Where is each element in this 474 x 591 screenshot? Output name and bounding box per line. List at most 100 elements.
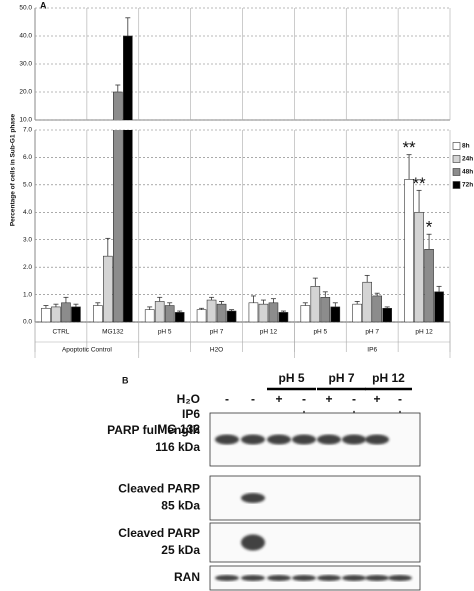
plot-lower [41,130,444,322]
bar [404,179,414,322]
bar [206,299,217,322]
bar [103,255,113,322]
bar [362,281,372,322]
y-tick-label: 50.0 [19,5,32,12]
bar [424,249,434,322]
y-tick-label: 4.0 [23,209,32,216]
x-tick-label: MG132 [102,329,124,336]
band-label: RAN [174,570,200,584]
bar [41,147,50,148]
lane-sign: - [352,392,356,406]
band [241,434,265,445]
bar [414,211,424,322]
legend-swatch [452,142,461,150]
band [342,575,366,581]
y-tick-label: 6.0 [23,154,32,161]
bar [51,306,61,322]
y-tick-label: 7.0 [23,127,32,134]
bar [373,145,382,148]
bar [301,146,310,148]
band-label: PARP full length [107,423,200,437]
band [365,575,389,581]
row-label: H₂O [177,392,200,406]
group-label: H2O [210,347,223,354]
bar [352,303,362,322]
lane-sign: - [398,392,402,406]
bar [330,306,341,322]
bar [144,309,155,322]
bar [300,305,311,322]
y-tick-label: 0.0 [23,319,32,326]
bar [259,146,268,148]
bar [310,286,321,322]
bar [217,146,226,148]
bar [321,145,330,148]
lane-sign: + [275,392,282,406]
x-tick-label: pH 7 [365,329,379,336]
band [215,575,239,581]
bar [155,146,164,148]
legend-swatch [452,181,461,189]
significance: ** [402,138,416,157]
bar [268,302,279,322]
band-label: 116 kDa [155,440,200,454]
x-tick-label: pH 7 [210,329,224,336]
bar [154,301,165,322]
lane-sign: + [325,392,332,406]
x-tick-label: pH 5 [313,329,327,336]
bar [164,305,175,322]
bar [123,130,133,322]
bar [311,144,320,148]
bar [372,295,382,322]
y-tick-label: 1.0 [23,291,32,298]
row-label: MG 132 [157,422,200,436]
band [267,575,291,581]
group-label: Apoptotic Control [62,347,112,354]
significance: ** [412,174,426,193]
y-tick-label: 3.0 [23,236,32,243]
bar [435,145,444,148]
panel-label: B [122,375,129,385]
band [388,575,412,581]
bar [216,303,227,322]
bar [197,147,206,148]
legend-label: 48h [462,169,473,176]
band [215,434,239,445]
x-tick-label: CTRL [52,329,69,336]
bar [51,146,60,148]
band [267,434,291,445]
legend-swatch [452,168,461,176]
bar [145,147,154,148]
band [241,575,265,581]
bar [249,146,258,148]
bar [41,307,51,322]
x-tick-label: pH 5 [158,329,172,336]
band [241,534,265,551]
bar [248,302,259,322]
legend-label: 24h [462,156,473,163]
bar [320,297,331,322]
bar [258,303,269,322]
band-label: 25 kDa [161,543,200,557]
band [241,493,265,503]
plot-upper [41,17,444,148]
legend-swatch [452,155,461,163]
bar [71,306,81,322]
legend-label: 8h [462,143,470,150]
bar [113,130,123,322]
bar [71,146,80,148]
row-label: IP6 [182,407,200,421]
blot-header: pH 7 [328,371,354,385]
bar [425,141,434,148]
bar [363,144,372,148]
bar [226,310,237,322]
bar [278,312,289,322]
bar [174,312,185,322]
blot-header: pH 12 [372,371,405,385]
lane-sign: - [251,392,255,406]
legend-label: 72h [462,182,473,189]
bar [61,146,70,148]
band [342,434,366,445]
band-label: Cleaved PARP [118,526,200,540]
